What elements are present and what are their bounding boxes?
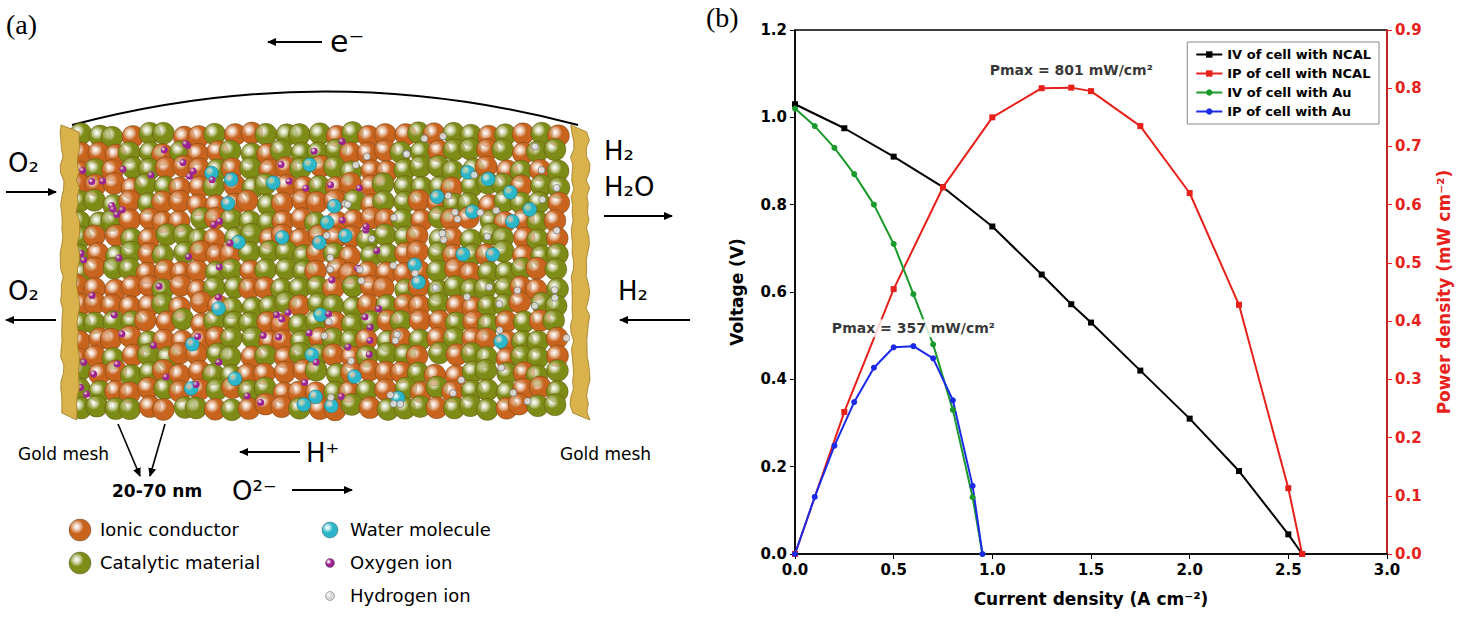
svg-text:0.7: 0.7	[1395, 137, 1422, 155]
svg-text:0.3: 0.3	[1395, 370, 1422, 388]
svg-text:0.6: 0.6	[1395, 196, 1422, 214]
svg-text:0.0: 0.0	[760, 545, 787, 563]
svg-text:IP of cell with Au: IP of cell with Au	[1227, 104, 1351, 119]
svg-text:0.0: 0.0	[1395, 545, 1422, 563]
svg-text:H₂O: H₂O	[604, 172, 654, 202]
svg-text:H₂: H₂	[604, 136, 634, 166]
svg-text:H⁺: H⁺	[306, 438, 339, 468]
html-text:(b): (b)	[706, 2, 739, 33]
svg-text:0.2: 0.2	[760, 458, 787, 476]
svg-text:Current density (A cm⁻²): Current density (A cm⁻²)	[974, 589, 1209, 609]
svg-text:IV of cell with Au: IV of cell with Au	[1227, 85, 1351, 100]
svg-text:0.5: 0.5	[880, 561, 907, 579]
svg-text:2.5: 2.5	[1275, 561, 1302, 579]
svg-text:Hydrogen ion: Hydrogen ion	[350, 585, 471, 606]
svg-text:0.1: 0.1	[1395, 487, 1422, 505]
svg-text:Gold mesh: Gold mesh	[18, 444, 109, 464]
svg-text:e⁻: e⁻	[330, 24, 364, 59]
svg-text:(a): (a)	[6, 9, 37, 40]
svg-text:0.8: 0.8	[1395, 79, 1422, 97]
svg-text:0.2: 0.2	[1395, 429, 1422, 447]
svg-text:0.0: 0.0	[782, 561, 809, 579]
svg-text:1.0: 1.0	[979, 561, 1006, 579]
svg-text:Pmax = 801 mW/cm²: Pmax = 801 mW/cm²	[990, 62, 1153, 78]
svg-text:3.0: 3.0	[1374, 561, 1401, 579]
svg-text:1.0: 1.0	[760, 108, 787, 126]
svg-text:IP of cell with NCAL: IP of cell with NCAL	[1227, 66, 1370, 81]
svg-text:0.8: 0.8	[760, 196, 787, 214]
svg-text:Voltage (V): Voltage (V)	[727, 238, 747, 346]
svg-text:IV of cell with NCAL: IV of cell with NCAL	[1227, 47, 1371, 62]
svg-text:Power density (mW cm⁻²): Power density (mW cm⁻²)	[1434, 170, 1454, 415]
svg-text:H₂: H₂	[618, 276, 648, 306]
svg-text:0.5: 0.5	[1395, 254, 1422, 272]
svg-text:1.5: 1.5	[1078, 561, 1105, 579]
svg-text:0.6: 0.6	[760, 283, 787, 301]
svg-text:O²⁻: O²⁻	[232, 476, 277, 506]
svg-text:Oxygen ion: Oxygen ion	[350, 552, 453, 573]
svg-text:Catalytic material: Catalytic material	[100, 552, 260, 573]
svg-text:0.4: 0.4	[1395, 312, 1422, 330]
svg-text:0.4: 0.4	[760, 370, 787, 388]
svg-text:O₂: O₂	[8, 276, 39, 306]
svg-text:Ionic conductor: Ionic conductor	[100, 519, 239, 540]
svg-text:1.2: 1.2	[760, 21, 787, 39]
svg-text:2.0: 2.0	[1176, 561, 1203, 579]
svg-text:Pmax = 357 mW/cm²: Pmax = 357 mW/cm²	[832, 320, 995, 336]
svg-text:0.9: 0.9	[1395, 21, 1422, 39]
svg-text:Gold mesh: Gold mesh	[560, 444, 651, 464]
svg-text:Water molecule: Water molecule	[350, 519, 491, 540]
svg-text:O₂: O₂	[8, 148, 39, 178]
svg-text:20-70 nm: 20-70 nm	[112, 481, 202, 501]
